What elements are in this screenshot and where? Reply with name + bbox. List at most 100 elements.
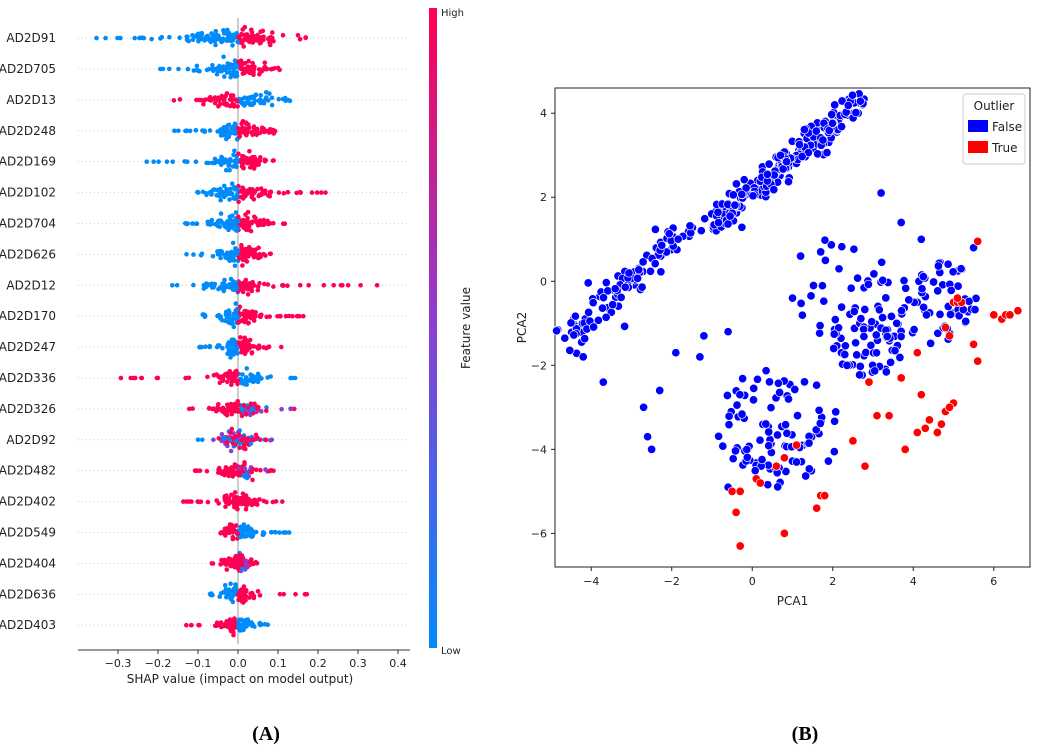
shap-point	[297, 36, 303, 42]
shap-point	[287, 98, 293, 104]
shap-point	[321, 283, 327, 288]
pca-point-inlier	[722, 390, 732, 401]
shap-point	[238, 498, 243, 503]
shap-point	[205, 374, 210, 380]
pca-point-inlier	[826, 240, 836, 250]
shap-x-tick-label: 0.0	[229, 657, 247, 670]
shap-point	[242, 466, 248, 471]
shap-point	[243, 506, 249, 512]
shap-point	[282, 530, 287, 535]
shap-point	[241, 403, 247, 409]
shap-x-axis-label: SHAP value (impact on model output)	[127, 672, 354, 686]
shap-point	[292, 406, 297, 412]
shap-point	[186, 38, 191, 44]
shap-point	[264, 408, 269, 414]
shap-point	[234, 31, 239, 36]
pca-point-outlier	[727, 486, 737, 496]
shap-point	[240, 593, 246, 599]
shap-point	[218, 255, 223, 261]
pca-y-axis-label: PCA2	[515, 312, 529, 343]
shap-point	[241, 435, 246, 440]
pca-point-inlier	[849, 244, 859, 254]
shap-point	[247, 377, 253, 383]
shap-point	[187, 406, 192, 412]
shap-point	[270, 35, 275, 41]
shap-point	[288, 406, 293, 412]
pca-point-inlier	[926, 338, 936, 348]
shap-point	[228, 625, 233, 630]
shap-point	[242, 534, 247, 539]
pca-point-inlier	[565, 345, 575, 355]
shap-point	[196, 499, 201, 505]
shap-point	[193, 159, 199, 164]
shap-point	[243, 277, 249, 283]
legend-title: Outlier	[974, 99, 1015, 113]
shap-point	[203, 35, 209, 40]
pca-point-inlier	[569, 330, 579, 340]
pca-point-inlier	[853, 273, 863, 283]
pca-point-inlier	[637, 282, 647, 292]
shap-point	[249, 469, 254, 475]
shap-point	[271, 158, 276, 163]
shap-point	[271, 284, 276, 289]
shap-point	[247, 337, 253, 343]
pca-point-outlier	[912, 427, 922, 438]
shap-feature-label: AD2D13	[6, 93, 56, 107]
shap-point	[103, 35, 108, 41]
pca-y-ticks: 4 2 0 −2 −4 −6	[531, 107, 555, 540]
shap-point	[250, 279, 255, 285]
shap-point	[183, 375, 188, 381]
pca-point-inlier	[869, 269, 879, 279]
shap-point	[250, 309, 255, 314]
shap-point	[232, 258, 237, 263]
pca-point-outlier	[912, 348, 922, 358]
shap-point	[201, 102, 206, 107]
pca-point-inlier	[772, 430, 783, 440]
pca-point-inlier	[840, 349, 850, 360]
pca-point-inlier	[748, 395, 759, 405]
shap-point	[251, 593, 256, 598]
shap-point	[247, 148, 252, 154]
shap-point	[293, 592, 298, 597]
shap-point	[227, 191, 233, 197]
pca-point-inlier	[921, 310, 932, 320]
shap-point	[158, 66, 163, 72]
shap-point	[204, 192, 209, 198]
shap-point	[282, 95, 288, 101]
shap-point	[247, 165, 253, 170]
pca-point-inlier	[829, 329, 839, 339]
shap-point	[184, 252, 189, 257]
pca-point-inlier	[671, 348, 681, 358]
colorbar-low-label: Low	[441, 646, 461, 657]
shap-point	[237, 445, 242, 451]
pca-point-inlier	[837, 302, 847, 312]
shap-point	[244, 440, 249, 445]
shap-point	[243, 100, 248, 106]
shap-point	[212, 156, 218, 162]
shap-point	[236, 151, 241, 157]
shap-point	[230, 530, 236, 535]
shap-point	[202, 98, 207, 103]
pca-point-inlier	[775, 150, 786, 160]
pca-point-inlier	[834, 323, 844, 333]
pca-point-inlier	[762, 169, 772, 179]
legend-label-false: False	[992, 120, 1022, 134]
shap-point	[247, 595, 252, 600]
shap-point	[253, 215, 258, 221]
pca-point-inlier	[775, 387, 785, 398]
shap-point	[240, 286, 246, 292]
pca-point-inlier	[813, 149, 823, 159]
shap-point	[253, 467, 259, 473]
pca-point-inlier	[818, 135, 828, 145]
shap-point	[249, 27, 254, 33]
pca-point-outlier	[735, 486, 745, 496]
pca-point-inlier	[948, 267, 958, 277]
shap-point	[216, 436, 222, 441]
pca-point-inlier	[863, 279, 873, 289]
pca-point-inlier	[764, 159, 774, 169]
shap-point	[245, 321, 251, 326]
shap-point	[131, 375, 136, 381]
shap-point	[224, 254, 229, 259]
shap-point	[229, 407, 234, 413]
shap-point	[213, 42, 218, 48]
